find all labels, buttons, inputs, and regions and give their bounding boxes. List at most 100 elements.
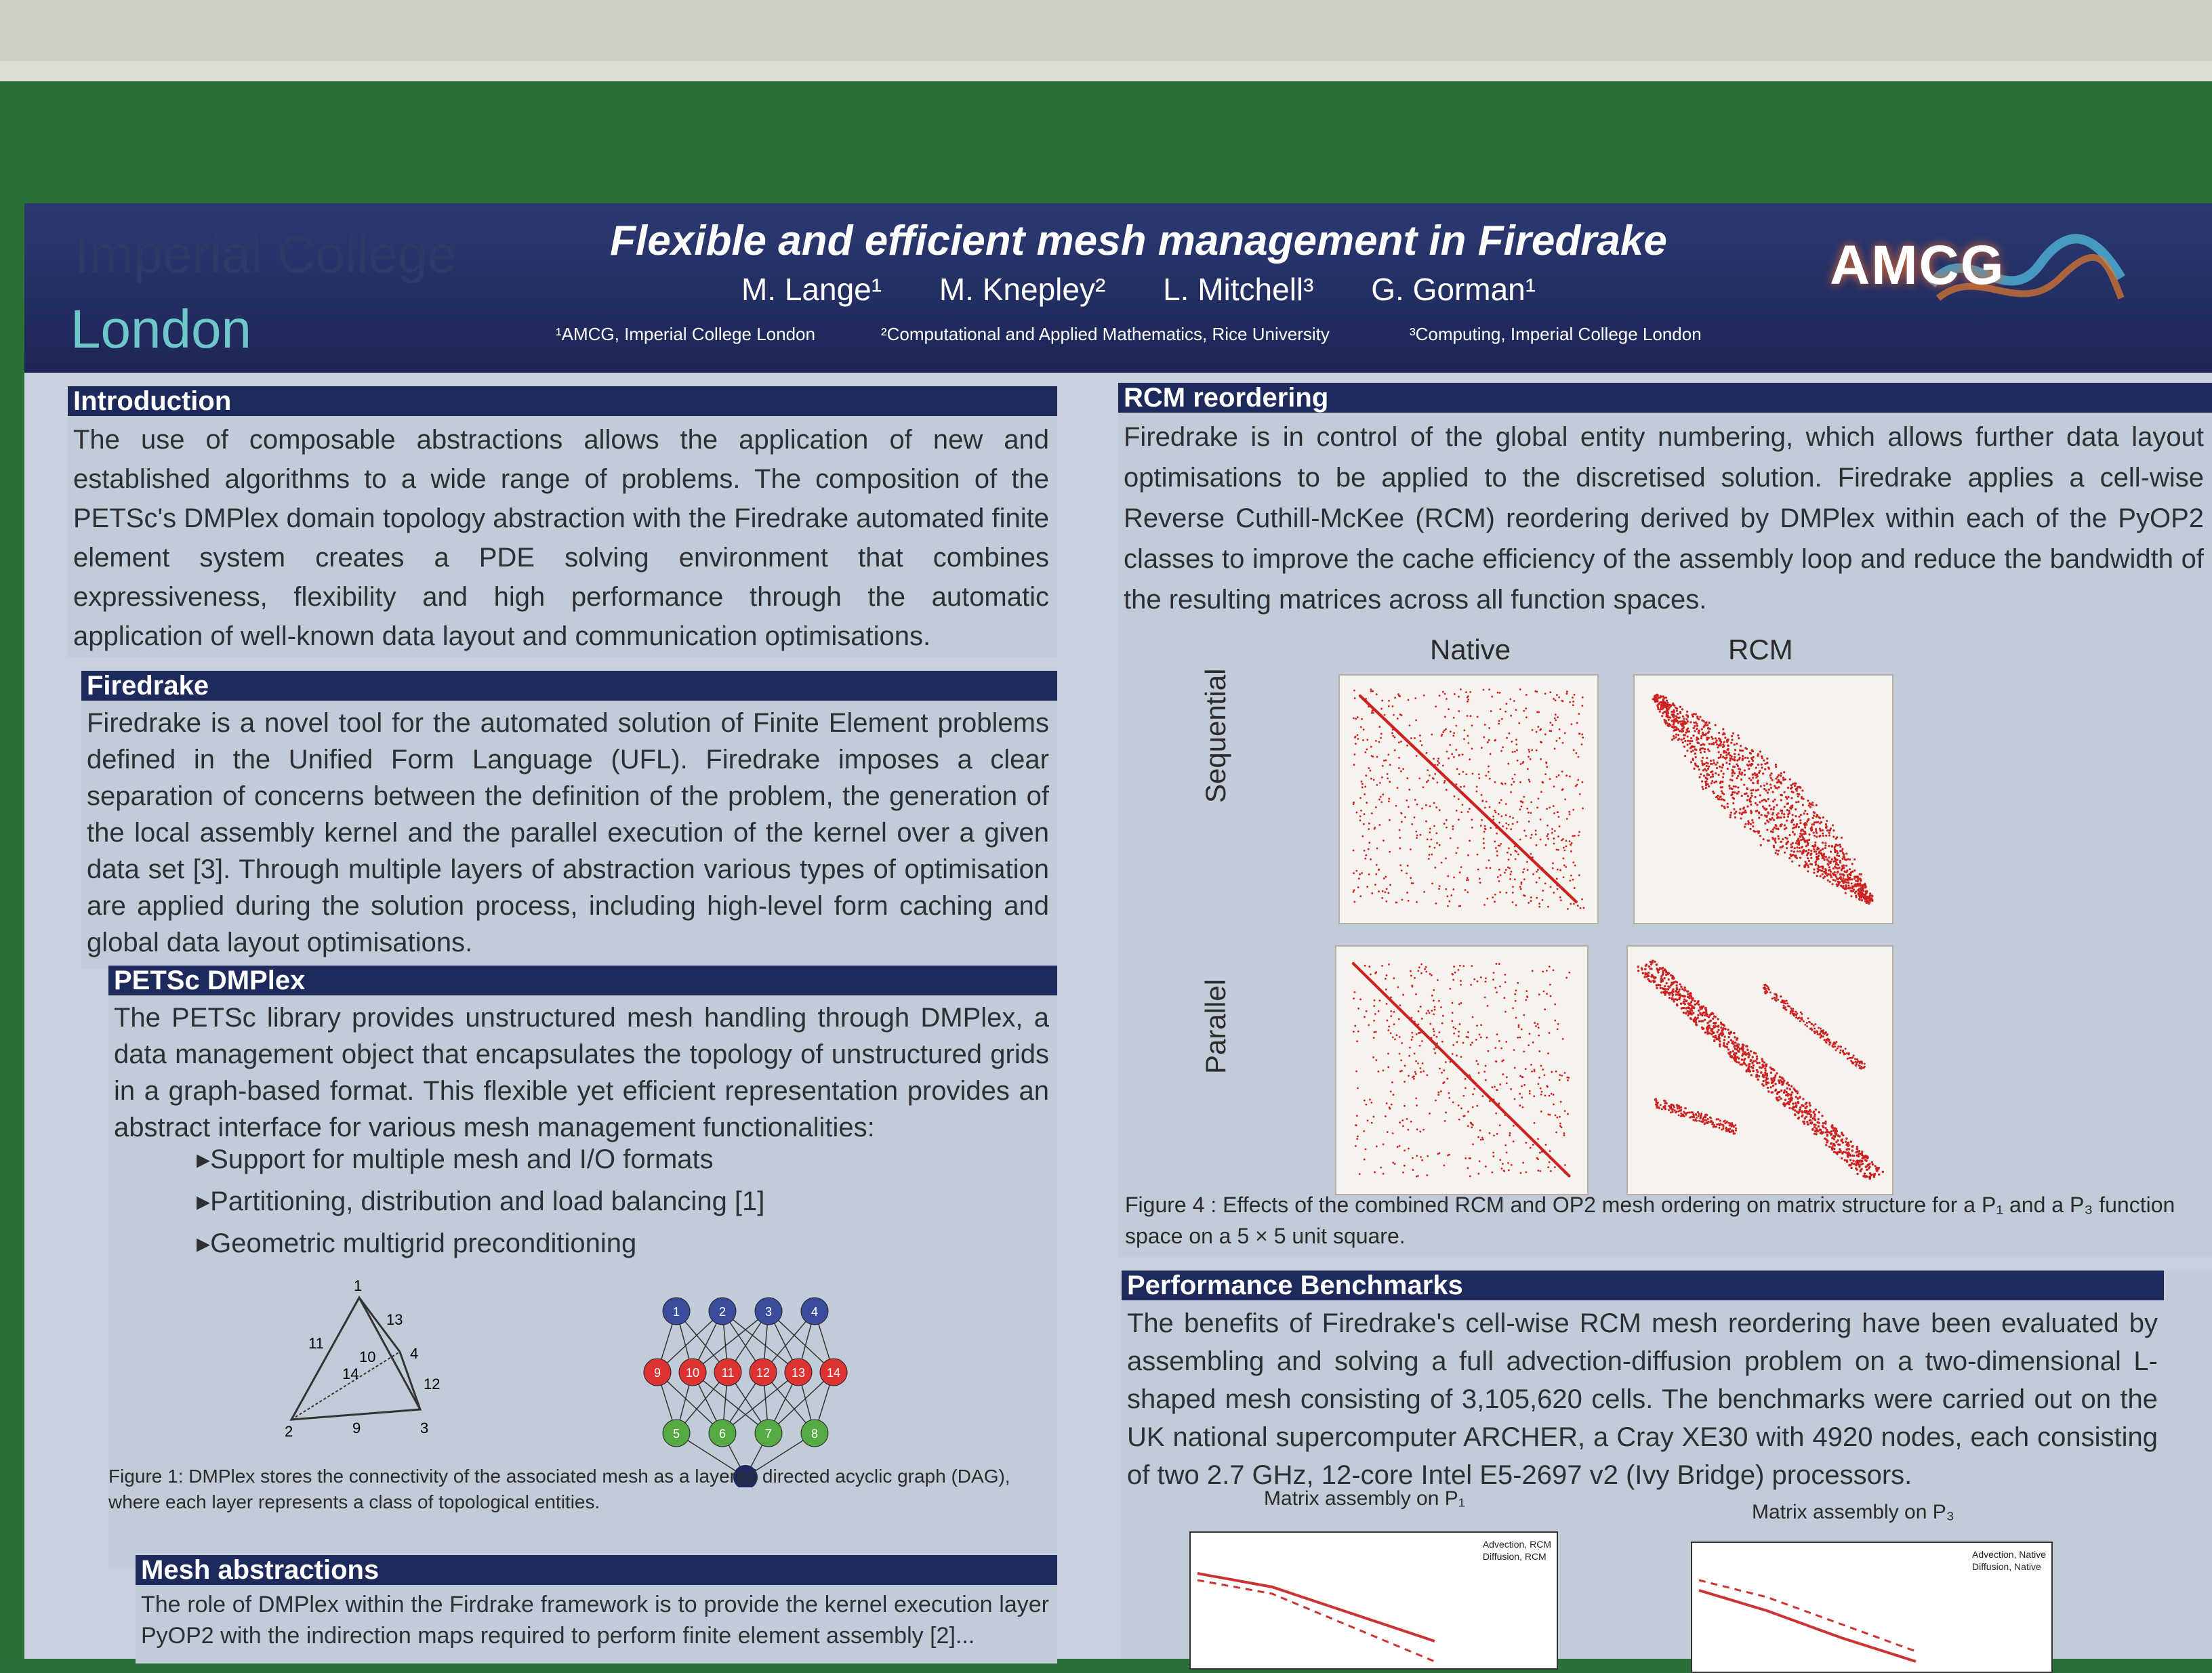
matrix-entry	[1721, 1029, 1723, 1032]
matrix-entry	[1693, 721, 1696, 724]
matrix-entry	[1523, 878, 1525, 881]
matrix-entry	[1519, 800, 1522, 802]
matrix-entry	[1414, 798, 1416, 801]
matrix-entry	[1734, 749, 1737, 751]
matrix-entry	[1396, 718, 1399, 720]
matrix-entry	[1490, 710, 1492, 712]
matrix-entry	[1516, 760, 1519, 762]
matrix-entry	[1438, 695, 1441, 697]
matrix-entry	[1692, 749, 1694, 752]
matrix-entry	[1519, 781, 1521, 783]
matrix-entry	[1706, 1022, 1709, 1025]
matrix-entry	[1370, 777, 1372, 780]
matrix-entry	[1711, 1123, 1714, 1125]
matrix-entry	[1778, 1096, 1781, 1098]
matrix-entry	[1837, 882, 1841, 885]
matrix-entry	[1517, 853, 1519, 856]
matrix-entry	[1834, 1131, 1837, 1134]
matrix-entry	[1494, 1047, 1497, 1049]
matrix-entry	[1434, 772, 1437, 775]
matrix-entry	[1778, 1080, 1781, 1083]
matrix-entry	[1438, 1031, 1441, 1033]
matrix-entry	[1717, 751, 1720, 753]
matrix-entry	[1839, 1049, 1842, 1052]
matrix-entry	[1669, 991, 1672, 995]
matrix-entry	[1482, 688, 1485, 691]
matrix-entry	[1658, 984, 1662, 987]
matrix-entry	[1523, 1083, 1526, 1086]
matrix-entry	[1550, 1170, 1552, 1172]
matrix-entry	[1439, 1090, 1442, 1093]
matrix-entry	[1724, 1027, 1727, 1031]
matrix-entry	[1706, 724, 1709, 726]
matrix-entry	[1711, 773, 1714, 776]
matrix-entry	[1729, 759, 1732, 762]
legend-entry: Diffusion, Native	[1972, 1561, 2041, 1572]
matrix-entry	[1845, 1052, 1848, 1055]
matrix-entry	[1574, 835, 1576, 837]
matrix-entry	[1579, 907, 1582, 909]
matrix-entry	[1808, 1109, 1811, 1112]
matrix-entry	[1555, 776, 1558, 778]
matrix-entry	[1790, 846, 1793, 848]
matrix-entry	[1810, 1028, 1813, 1031]
matrix-entry	[1378, 824, 1381, 826]
matrix-entry	[1370, 755, 1373, 757]
matrix-entry	[1540, 758, 1542, 760]
matrix-entry	[1776, 776, 1779, 779]
matrix-entry	[1827, 860, 1830, 863]
matrix-entry	[1548, 966, 1551, 968]
matrix-entry	[1355, 718, 1357, 720]
matrix-entry	[1553, 838, 1555, 840]
matrix-entry	[1680, 1007, 1683, 1010]
matrix-entry	[1467, 735, 1469, 737]
matrix-entry	[1683, 986, 1686, 989]
matrix-entry	[1801, 1012, 1803, 1015]
matrix-entry	[1498, 802, 1501, 804]
matrix-entry	[1788, 1102, 1790, 1106]
matrix-entry	[1802, 1020, 1805, 1023]
matrix-entry	[1556, 888, 1559, 890]
matrix-entry	[1809, 806, 1812, 808]
matrix-entry	[1692, 715, 1694, 718]
matrix-entry	[1665, 715, 1668, 718]
matrix-entry	[1769, 1066, 1772, 1069]
matrix-entry	[1772, 808, 1775, 811]
matrix-entry	[1399, 1004, 1401, 1007]
matrix-entry	[1738, 770, 1741, 774]
matrix-entry	[1563, 732, 1566, 735]
matrix-entry	[1767, 988, 1770, 991]
matrix-entry	[1778, 786, 1780, 789]
matrix-entry	[1496, 850, 1498, 852]
matrix-entry	[1867, 1167, 1870, 1170]
matrix-entry	[1782, 1102, 1786, 1104]
matrix-entry	[1706, 767, 1710, 770]
matrix-entry	[1745, 1069, 1748, 1072]
matrix-entry	[1703, 750, 1706, 753]
matrix-entry	[1488, 859, 1490, 862]
matrix-entry	[1680, 723, 1683, 726]
dag-node-label: 5	[673, 1427, 680, 1441]
matrix-entry	[1678, 716, 1681, 719]
matrix-entry	[1740, 1058, 1744, 1061]
matrix-entry	[1711, 770, 1714, 773]
matrix-entry	[1830, 845, 1834, 848]
matrix-entry	[1374, 1171, 1376, 1174]
matrix-entry	[1535, 844, 1538, 846]
matrix-entry	[1756, 810, 1759, 812]
matrix-entry	[1860, 884, 1863, 887]
matrix-entry	[1382, 840, 1385, 842]
matrix-entry	[1559, 1100, 1562, 1103]
matrix-entry	[1839, 846, 1842, 848]
matrix-entry	[1380, 707, 1382, 710]
matrix-entry	[1496, 691, 1499, 694]
matrix-entry	[1485, 977, 1487, 980]
matrix-entry	[1866, 1168, 1868, 1172]
matrix-entry	[1476, 980, 1479, 983]
matrix-entry	[1806, 1025, 1809, 1028]
matrix-entry	[1738, 768, 1740, 770]
matrix-entry	[1479, 1129, 1481, 1132]
matrix-entry	[1481, 1095, 1484, 1098]
matrix-entry	[1559, 869, 1562, 871]
matrix-entry	[1556, 1116, 1559, 1119]
